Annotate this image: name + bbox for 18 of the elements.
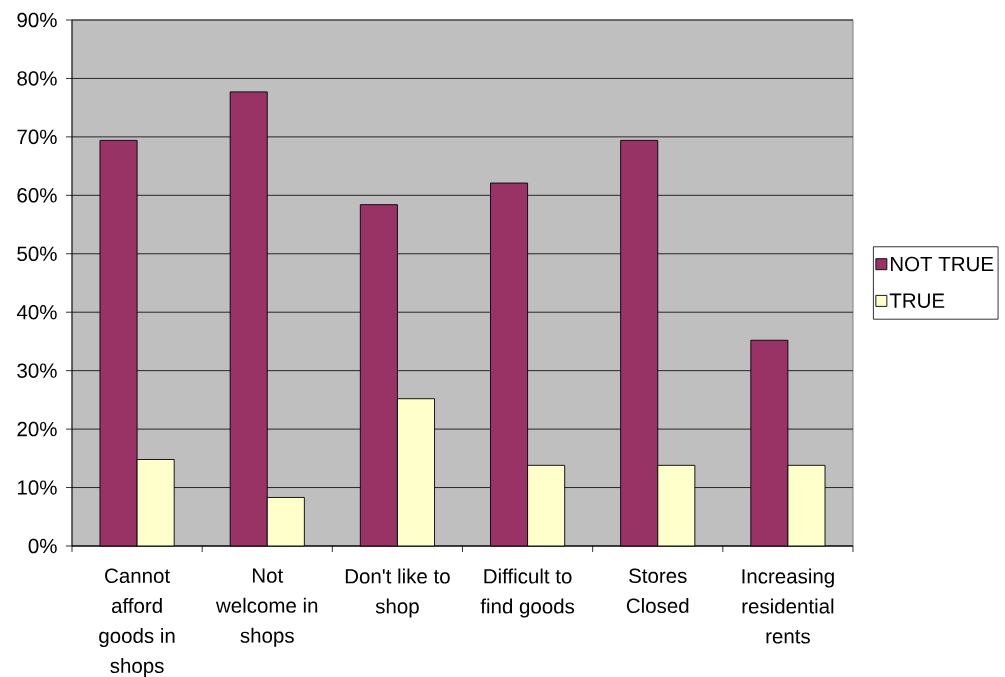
x-tick-label: Increasing residential rents [742,568,834,644]
y-tick-label: 20% [17,421,57,437]
y-tick-label: 0% [28,538,57,554]
x-tick-label: Stores Closed [626,568,689,614]
y-tick-label: 50% [17,246,57,262]
y-tick-label: 30% [17,363,57,378]
y-tick-label: 40% [16,304,57,320]
y-tick-label: 10% [18,480,57,495]
y-tick-label: 90% [17,12,57,28]
x-tick-label: Don't like to shop [345,568,450,618]
y-tick-label: 70% [17,129,57,145]
y-tick-label: 80% [17,71,57,86]
x-tick-label: Cannot afford goods in shops [99,568,175,677]
x-tick-label: Difficult to find goods [480,568,575,618]
x-tick-label: Not welcome in shops [215,568,318,647]
legend-label: NOT TRUE [890,256,994,272]
y-tick-label: 60% [17,188,57,203]
legend-label: TRUE [889,293,945,308]
